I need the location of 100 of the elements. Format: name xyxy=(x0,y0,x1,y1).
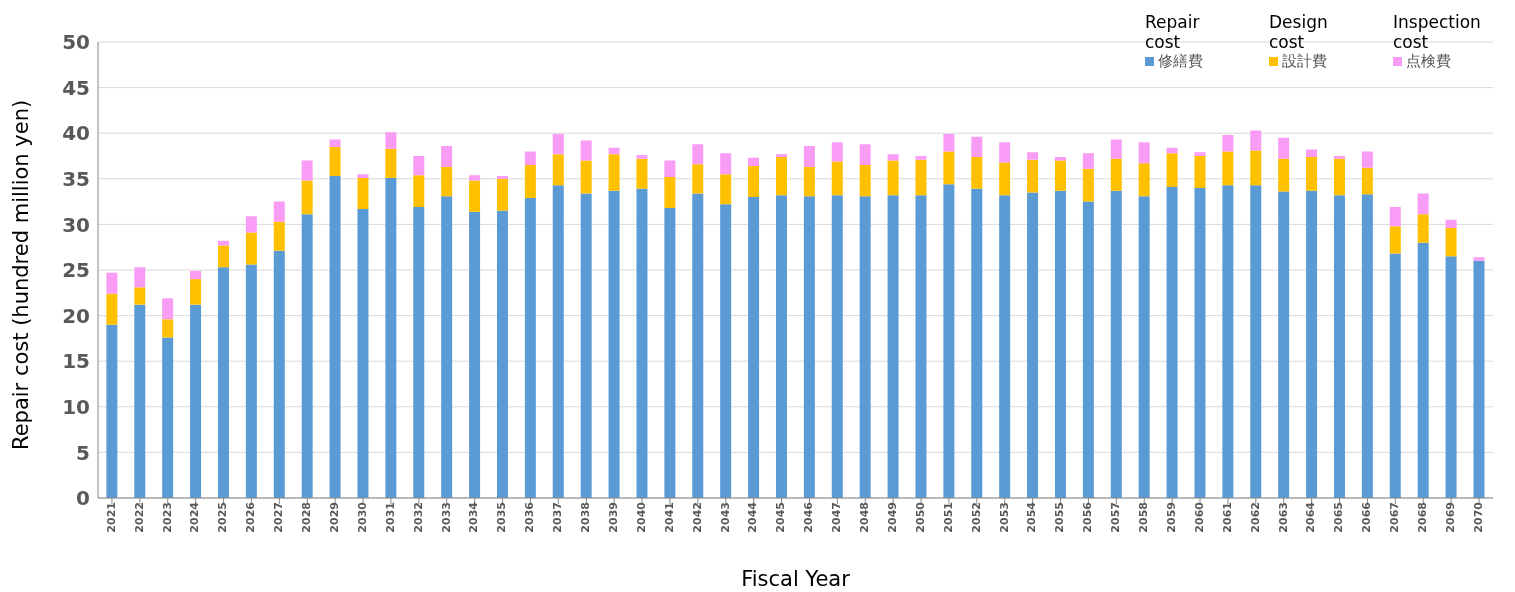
bar xyxy=(692,193,704,498)
bar xyxy=(301,180,313,215)
bar xyxy=(301,214,313,498)
bar xyxy=(971,188,983,498)
y-tick-label: 40 xyxy=(62,121,90,146)
bar xyxy=(1333,156,1345,159)
x-tick-label: 2029 xyxy=(327,502,341,533)
x-tick-label: 2057 xyxy=(1109,502,1123,533)
x-tick-label: 2055 xyxy=(1053,502,1067,533)
x-tick-label: 2039 xyxy=(606,502,620,533)
bar xyxy=(859,144,871,166)
x-tick-label: 2041 xyxy=(662,502,676,533)
bar xyxy=(1417,193,1429,215)
bar xyxy=(441,196,453,498)
bar xyxy=(1054,190,1066,498)
bar xyxy=(245,232,257,265)
y-tick-label: 45 xyxy=(62,75,90,100)
bar xyxy=(1054,160,1066,191)
bar xyxy=(106,293,118,325)
bar xyxy=(775,195,787,498)
bar xyxy=(803,166,815,197)
bar xyxy=(441,145,453,167)
x-tick-label: 2063 xyxy=(1276,502,1290,533)
bar xyxy=(803,145,815,167)
bar xyxy=(1306,149,1318,157)
x-tick-label: 2030 xyxy=(355,501,369,533)
x-tick-label: 2025 xyxy=(216,502,230,533)
bar xyxy=(190,304,202,498)
x-tick-label: 2021 xyxy=(104,502,118,533)
bar xyxy=(1194,152,1206,156)
bar xyxy=(664,207,676,498)
bar xyxy=(1278,137,1290,159)
bar xyxy=(943,151,955,185)
bar xyxy=(1110,158,1122,191)
bar xyxy=(441,166,453,197)
y-tick-label: 30 xyxy=(62,212,90,237)
x-tick-label: 2064 xyxy=(1304,501,1318,533)
bar xyxy=(1138,196,1150,498)
bar xyxy=(1194,187,1206,498)
bar xyxy=(1138,163,1150,197)
bar xyxy=(301,160,313,181)
x-tick-label: 2032 xyxy=(411,502,425,533)
bar xyxy=(357,177,369,209)
y-tick-label: 20 xyxy=(62,303,90,328)
bar xyxy=(859,196,871,498)
x-tick-label: 2033 xyxy=(439,502,453,533)
bar xyxy=(273,201,285,222)
bar xyxy=(134,287,146,305)
bar xyxy=(831,161,843,196)
bar xyxy=(1194,156,1206,188)
x-tick-label: 2052 xyxy=(969,502,983,533)
bar xyxy=(162,298,174,320)
bar xyxy=(552,154,564,186)
bar xyxy=(803,196,815,498)
x-tick-label: 2031 xyxy=(383,502,397,533)
bar xyxy=(106,324,118,498)
bar xyxy=(552,185,564,498)
bar xyxy=(273,221,285,251)
bar xyxy=(748,166,760,198)
x-tick-label: 2044 xyxy=(746,501,760,533)
y-tick-label: 50 xyxy=(62,30,90,55)
bar xyxy=(329,176,341,498)
bar xyxy=(580,193,592,498)
bar xyxy=(748,157,760,167)
bar xyxy=(1027,159,1039,193)
bar xyxy=(385,177,397,498)
bar xyxy=(413,175,425,208)
x-tick-label: 2068 xyxy=(1416,502,1430,533)
x-tick-label: 2049 xyxy=(885,502,899,533)
bar xyxy=(469,180,481,212)
x-tick-label: 2026 xyxy=(244,501,258,533)
x-tick-label: 2056 xyxy=(1081,501,1095,533)
bar xyxy=(134,304,146,498)
bar xyxy=(887,195,899,498)
x-tick-label: 2065 xyxy=(1332,502,1346,533)
x-tick-label: 2022 xyxy=(132,502,146,533)
bar xyxy=(1250,150,1262,186)
x-tick-label: 2047 xyxy=(830,502,844,533)
bar xyxy=(162,337,174,498)
bar xyxy=(190,279,202,305)
bar xyxy=(385,132,397,149)
bar xyxy=(999,142,1011,163)
bar xyxy=(1110,190,1122,498)
x-tick-label: 2060 xyxy=(1192,501,1206,533)
y-tick-label: 35 xyxy=(62,166,90,191)
bar xyxy=(1306,156,1318,191)
bar xyxy=(859,165,871,197)
bar xyxy=(217,245,229,268)
x-tick-label: 2051 xyxy=(941,502,955,533)
bar xyxy=(915,156,927,160)
annotation: Design cost xyxy=(1269,12,1329,52)
bar xyxy=(1250,130,1262,151)
bar xyxy=(273,250,285,498)
bar xyxy=(1445,219,1457,229)
bar xyxy=(1250,185,1262,498)
bar xyxy=(329,139,341,147)
bar xyxy=(608,147,620,155)
x-tick-label: 2043 xyxy=(718,502,732,533)
bar xyxy=(1445,228,1457,257)
bar xyxy=(692,164,704,194)
